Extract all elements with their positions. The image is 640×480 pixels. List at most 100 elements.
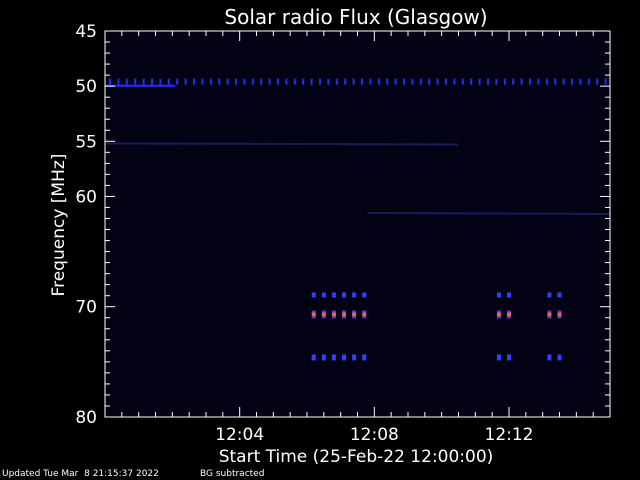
interference-dot [529, 78, 531, 85]
interference-dot [209, 78, 212, 85]
plot-area [105, 31, 610, 417]
interference-dot [268, 78, 271, 85]
burst-core [311, 312, 316, 317]
burst-upper [352, 292, 357, 298]
interference-dot [386, 78, 389, 85]
interference-dot [361, 78, 363, 85]
interference-dot [436, 78, 439, 85]
interference-dot [562, 78, 565, 85]
interference-dot [403, 78, 405, 85]
interference-dot [579, 78, 582, 85]
spectrogram-features [104, 78, 611, 361]
interference-dot [503, 78, 506, 85]
burst-core [331, 312, 336, 317]
chart-title: Solar radio Flux (Glasgow) [224, 5, 487, 29]
burst-lower [331, 354, 336, 361]
interference-dot [310, 78, 313, 85]
burst-core-edge [496, 310, 501, 313]
interference-dot [453, 78, 456, 85]
interference-dot [445, 78, 447, 85]
interference-dot [604, 78, 607, 85]
faint-emission-line [367, 211, 611, 215]
y-tick-label: 70 [75, 298, 97, 318]
interference-dot [243, 78, 246, 85]
burst-core-edge [557, 316, 562, 319]
burst-lower [496, 354, 501, 361]
burst-core-edge [557, 310, 562, 313]
interference-dot [235, 78, 237, 85]
burst-core-edge [547, 310, 552, 313]
burst-upper [311, 292, 316, 298]
background-note: BG subtracted [200, 469, 265, 479]
burst-core [352, 312, 357, 317]
burst-lower [507, 354, 511, 361]
burst-core-edge [342, 316, 347, 319]
x-tick-label: 12:08 [350, 425, 399, 445]
burst-core [362, 312, 367, 317]
burst-core [342, 312, 347, 317]
interference-dot [201, 78, 204, 85]
interference-dot [344, 78, 347, 85]
burst-upper [547, 292, 552, 298]
burst-upper [507, 292, 511, 298]
interference-dot [352, 78, 355, 85]
burst-upper [321, 292, 326, 298]
burst-upper [342, 292, 347, 298]
updated-timestamp: Updated Tue Mar 8 21:15:37 2022 [2, 469, 159, 479]
interference-dot [470, 78, 473, 85]
interference-dot [302, 78, 305, 85]
burst-upper [557, 292, 562, 298]
interference-dot [487, 78, 489, 85]
interference-dot [184, 78, 187, 85]
burst-core-edge [507, 310, 511, 313]
interference-dot [151, 78, 153, 85]
interference-dot [545, 78, 548, 85]
burst-upper [362, 292, 367, 298]
burst-core-edge [321, 310, 326, 313]
interference-dot [512, 78, 515, 85]
interference-dot [520, 78, 523, 85]
interference-dot [428, 78, 431, 85]
y-tick-label: 55 [75, 132, 97, 152]
x-tick-label: 12:04 [215, 425, 264, 445]
interference-dot [411, 78, 414, 85]
interference-dot [125, 78, 128, 85]
burst-core-edge [311, 316, 316, 319]
interference-dot [277, 78, 279, 85]
interference-dot [293, 78, 296, 85]
y-tick-label: 45 [75, 22, 97, 42]
plot-background [105, 31, 610, 417]
interference-dot [193, 78, 195, 85]
interference-dot [226, 78, 229, 85]
interference-dot [218, 78, 221, 85]
burst-upper [331, 292, 336, 298]
interference-dot [369, 78, 372, 85]
burst-lower [342, 354, 347, 361]
interference-dot [377, 78, 380, 85]
interference-dot [419, 78, 422, 85]
interference-dot [319, 78, 321, 85]
interference-dot [587, 78, 590, 85]
burst-core [507, 312, 511, 317]
interference-dot [571, 78, 573, 85]
burst-core-edge [507, 316, 511, 319]
burst-lower [362, 354, 367, 361]
burst-core-edge [352, 310, 357, 313]
burst-core-edge [496, 316, 501, 319]
interference-dot [461, 78, 464, 85]
burst-core-edge [342, 310, 347, 313]
interference-dot [495, 78, 498, 85]
burst-core-edge [362, 316, 367, 319]
burst-upper [496, 292, 501, 298]
x-tick-label: 12:12 [485, 425, 534, 445]
faint-emission-line [104, 142, 459, 146]
burst-lower [352, 354, 357, 361]
interference-dot [167, 78, 170, 85]
interference-dot [142, 78, 145, 85]
burst-core-edge [331, 316, 336, 319]
burst-lower [321, 354, 326, 361]
y-tick-label: 80 [75, 408, 97, 428]
interference-dot [109, 78, 111, 85]
interference-dot [159, 78, 162, 85]
